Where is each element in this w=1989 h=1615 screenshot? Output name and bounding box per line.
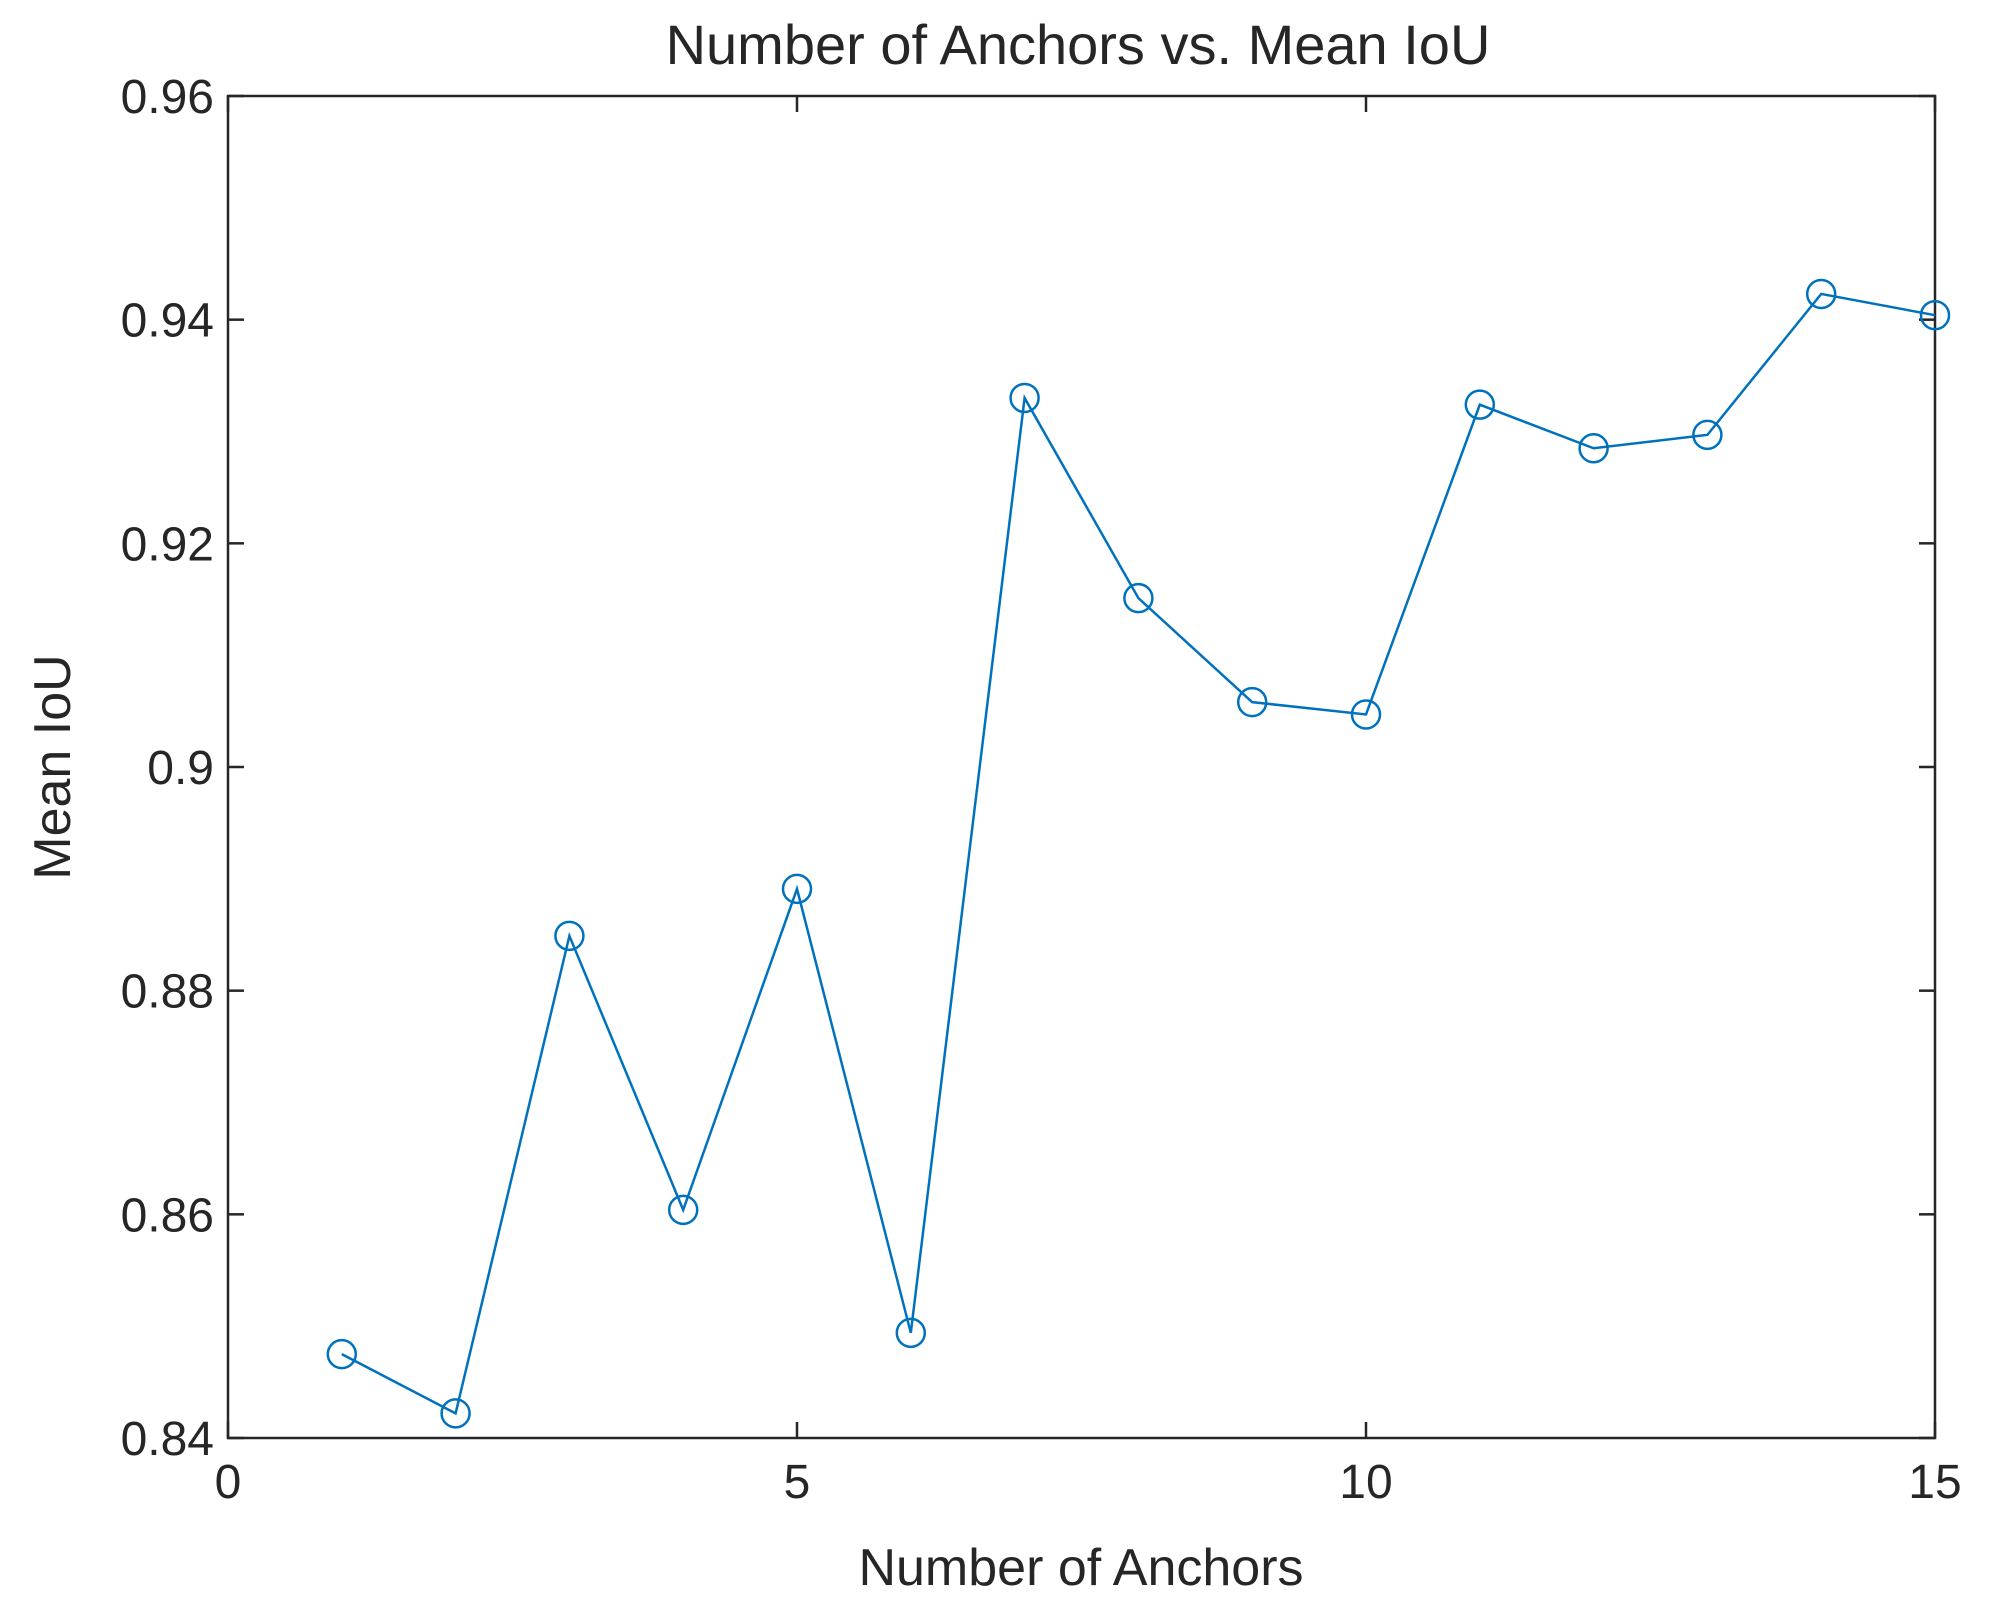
data-point-marker [1350,699,1382,730]
data-point-marker [1578,433,1609,464]
y-tick-label: 0.84 [121,1413,214,1466]
data-point-marker [895,1317,927,1349]
y-tick-label: 0.9 [147,742,214,795]
data-point-marker [667,1194,699,1226]
x-tick-label: 15 [1908,1456,1961,1509]
x-tick-label: 0 [215,1456,242,1509]
data-point-marker [326,1338,358,1370]
series-layer [326,278,1951,1429]
x-axis-ticks: 0 5 10 15 [215,96,1962,1509]
data-point-marker [440,1398,471,1429]
y-tick-label: 0.94 [121,295,214,348]
series-line [341,292,1936,1416]
data-point-marker [1009,382,1040,414]
data-point-marker [1464,389,1496,420]
data-point-marker [1236,686,1268,718]
data-point-marker [1692,419,1723,451]
x-tick-label: 5 [784,1456,811,1509]
x-tick-label: 10 [1339,1456,1392,1509]
y-axis-ticks: 0.84 0.86 0.88 0.9 0.92 0.94 0.96 [121,71,1935,1466]
chart-title: Number of Anchors vs. Mean IoU [666,13,1491,76]
data-point-marker [1805,278,1837,310]
y-tick-label: 0.88 [121,966,214,1019]
data-point-marker [1123,582,1154,614]
y-tick-label: 0.96 [121,71,214,124]
x-axis-label: Number of Anchors [858,1539,1303,1597]
data-point-marker [1919,299,1951,331]
y-tick-label: 0.86 [121,1189,214,1242]
y-axis-label: Mean IoU [24,654,82,879]
plot-area-frame [226,94,1937,1440]
y-tick-label: 0.92 [121,518,214,571]
data-point-marker [781,873,813,905]
data-point-marker [554,920,585,952]
